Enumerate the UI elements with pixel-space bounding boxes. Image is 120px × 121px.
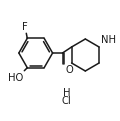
Text: F: F	[22, 22, 28, 32]
Text: HO: HO	[8, 73, 23, 83]
Text: NH: NH	[101, 35, 116, 45]
Text: H: H	[63, 88, 70, 98]
Text: O: O	[66, 65, 73, 75]
Text: Cl: Cl	[62, 96, 71, 106]
